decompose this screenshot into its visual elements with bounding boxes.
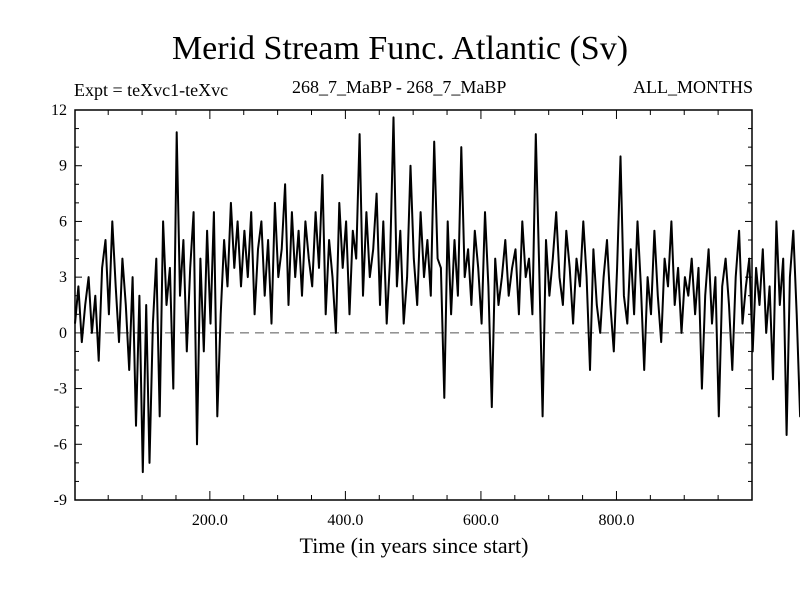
x-axis-title: Time (in years since start)	[299, 533, 529, 558]
y-tick-label: 3	[59, 269, 67, 286]
series-line	[74, 116, 800, 474]
y-tick-label: -3	[54, 381, 67, 398]
chart-title: Merid Stream Func. Atlantic (Sv)	[171, 30, 629, 67]
plot-frame	[74, 109, 753, 501]
period-label: 268_7_MaBP - 268_7_MaBP	[292, 77, 507, 97]
y-tick-label: 6	[59, 213, 67, 230]
y-tick-label: 12	[51, 102, 67, 119]
months-label: ALL_MONTHS	[633, 77, 753, 97]
y-tick-label: 9	[59, 158, 67, 175]
experiment-label: Expt = teXvc1-teXvc	[74, 80, 229, 100]
x-tick-label: 400.0	[327, 512, 363, 529]
y-tick-label: -9	[54, 492, 67, 509]
y-tick-label: 0	[59, 325, 67, 342]
x-tick-label: 200.0	[192, 512, 228, 529]
y-tick-label: -6	[54, 436, 67, 453]
x-tick-label: 600.0	[463, 512, 499, 529]
x-tick-label: 800.0	[598, 512, 634, 529]
